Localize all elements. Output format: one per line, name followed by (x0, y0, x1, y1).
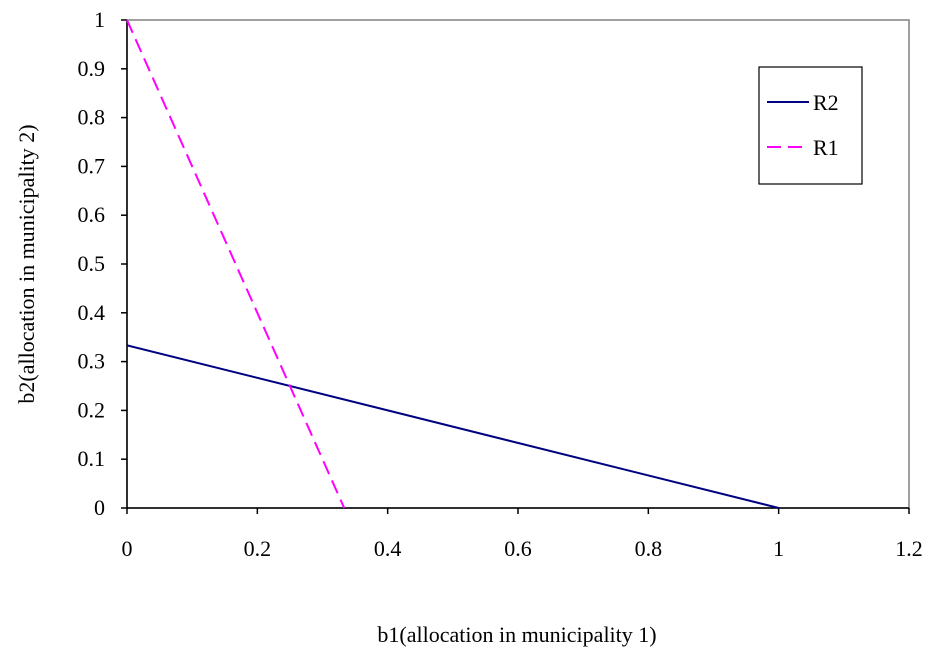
x-tick-label: 0.6 (504, 536, 532, 561)
y-tick-label: 0.4 (78, 300, 106, 325)
x-tick-label: 0 (122, 536, 133, 561)
x-tick-label: 0.2 (244, 536, 272, 561)
series-line-r1 (126, 19, 346, 509)
x-axis: 0 0.2 0.4 0.6 0.8 1 1.2 (122, 508, 923, 561)
y-tick-label: 0 (94, 495, 105, 520)
legend: R2 R1 (758, 66, 863, 185)
legend-label-r1: R1 (813, 135, 839, 160)
x-tick-label: 1.2 (895, 536, 923, 561)
y-axis: 0 0.1 0.2 0.3 0.4 0.5 0.6 0.7 0.8 0.9 1 (78, 7, 127, 520)
y-tick-label: 0.7 (78, 153, 106, 178)
y-tick-label: 0.5 (78, 251, 106, 276)
y-tick-label: 1 (94, 7, 105, 32)
y-axis-title: b2(allocation in municipality 2) (14, 124, 39, 403)
x-tick-label: 0.4 (374, 536, 402, 561)
y-tick-label: 0.9 (78, 56, 106, 81)
legend-box (758, 66, 863, 185)
y-tick-label: 0.8 (78, 105, 106, 130)
x-tick-label: 1 (773, 536, 784, 561)
x-tick-label: 0.8 (635, 536, 663, 561)
series-layer (126, 19, 779, 509)
y-tick-label: 0.2 (78, 397, 106, 422)
y-tick-label: 0.3 (78, 349, 106, 374)
y-tick-label: 0.1 (78, 446, 106, 471)
y-tick-label: 0.6 (78, 202, 106, 227)
series-line-r2 (126, 344, 779, 509)
x-axis-title: b1(allocation in municipality 1) (377, 622, 656, 647)
legend-label-r2: R2 (813, 90, 839, 115)
